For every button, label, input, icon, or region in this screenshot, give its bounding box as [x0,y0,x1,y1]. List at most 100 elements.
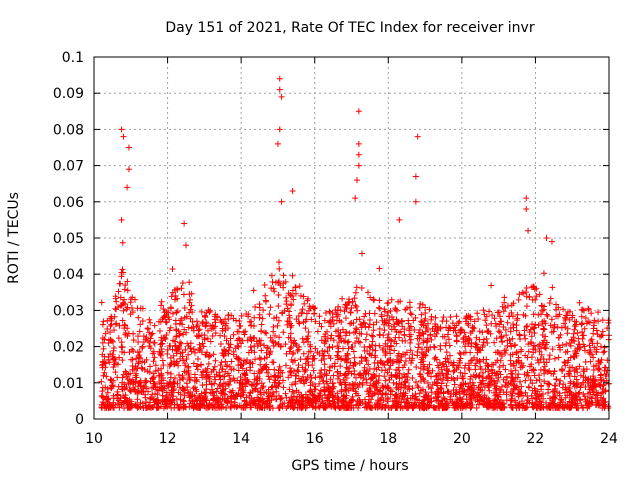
data-point [180,385,187,392]
data-point [465,322,472,329]
data-point [354,307,361,314]
data-point [292,290,299,297]
data-point [136,328,143,335]
data-point [292,372,299,379]
data-point [196,392,203,399]
data-point [343,329,350,336]
data-point [293,372,300,379]
data-point [537,311,544,318]
data-point [112,295,119,302]
data-point [425,383,432,390]
data-point [302,366,309,373]
data-point [119,266,126,273]
data-point [398,354,405,361]
data-point [564,359,571,366]
data-point [438,380,445,387]
data-point [462,401,469,408]
data-point [130,384,137,391]
data-point [501,299,508,306]
data-point [167,324,174,331]
data-point [456,318,463,325]
data-point [520,311,527,318]
data-point [300,319,307,326]
data-point [513,349,520,356]
data-point [506,336,513,343]
data-point [303,376,310,383]
data-point [468,343,475,350]
data-point [235,343,242,350]
data-point [229,387,236,394]
data-point [513,384,520,391]
data-point [376,331,383,338]
data-point [508,309,515,316]
data-point [119,386,126,393]
data-point [574,329,581,336]
data-point [117,302,124,309]
data-point [580,332,587,339]
data-point [432,390,439,397]
data-point [183,380,190,387]
data-point [516,401,523,408]
x-tick-label: 20 [453,431,471,447]
data-point [303,336,310,343]
data-point [119,357,126,364]
data-point [271,366,278,373]
x-tick-label: 14 [232,431,250,447]
data-point [166,316,173,323]
data-point [548,329,555,336]
data-point [112,305,119,312]
data-point [354,177,361,184]
y-tick-label: 0.04 [53,267,84,283]
data-point [134,390,141,397]
data-point [152,367,159,374]
data-point [453,313,460,320]
data-point [230,366,237,373]
data-point [169,265,176,272]
data-point [204,327,211,334]
data-point [412,173,419,180]
data-point [516,390,523,397]
data-point [538,345,545,352]
data-point [502,379,509,386]
data-point [125,144,132,151]
data-point [553,313,560,320]
data-point [495,328,502,335]
data-point [590,330,597,337]
data-point [471,318,478,325]
data-point [496,329,503,336]
data-point [233,391,240,398]
data-point [402,351,409,358]
data-point [135,314,142,321]
data-point [257,397,264,404]
data-point [388,337,395,344]
data-point [530,311,537,318]
data-point [578,306,585,313]
data-point [475,384,482,391]
data-point [352,380,359,387]
data-point [270,359,277,366]
data-point [571,381,578,388]
data-point [298,309,305,316]
data-point [258,321,265,328]
data-point [328,332,335,339]
data-point [312,383,319,390]
data-point [293,387,300,394]
data-point [104,385,111,392]
data-point [341,308,348,315]
data-point [349,298,356,305]
data-point [373,319,380,326]
data-point [283,394,290,401]
data-point [382,367,389,374]
data-point [574,346,581,353]
data-point [346,296,353,303]
data-point [228,398,235,405]
data-point [453,386,460,393]
data-point [118,401,125,408]
data-point [498,383,505,390]
data-point [434,379,441,386]
data-point [567,378,574,385]
data-point [530,283,537,290]
data-point [194,366,201,373]
data-point [460,349,467,356]
data-point [334,343,341,350]
